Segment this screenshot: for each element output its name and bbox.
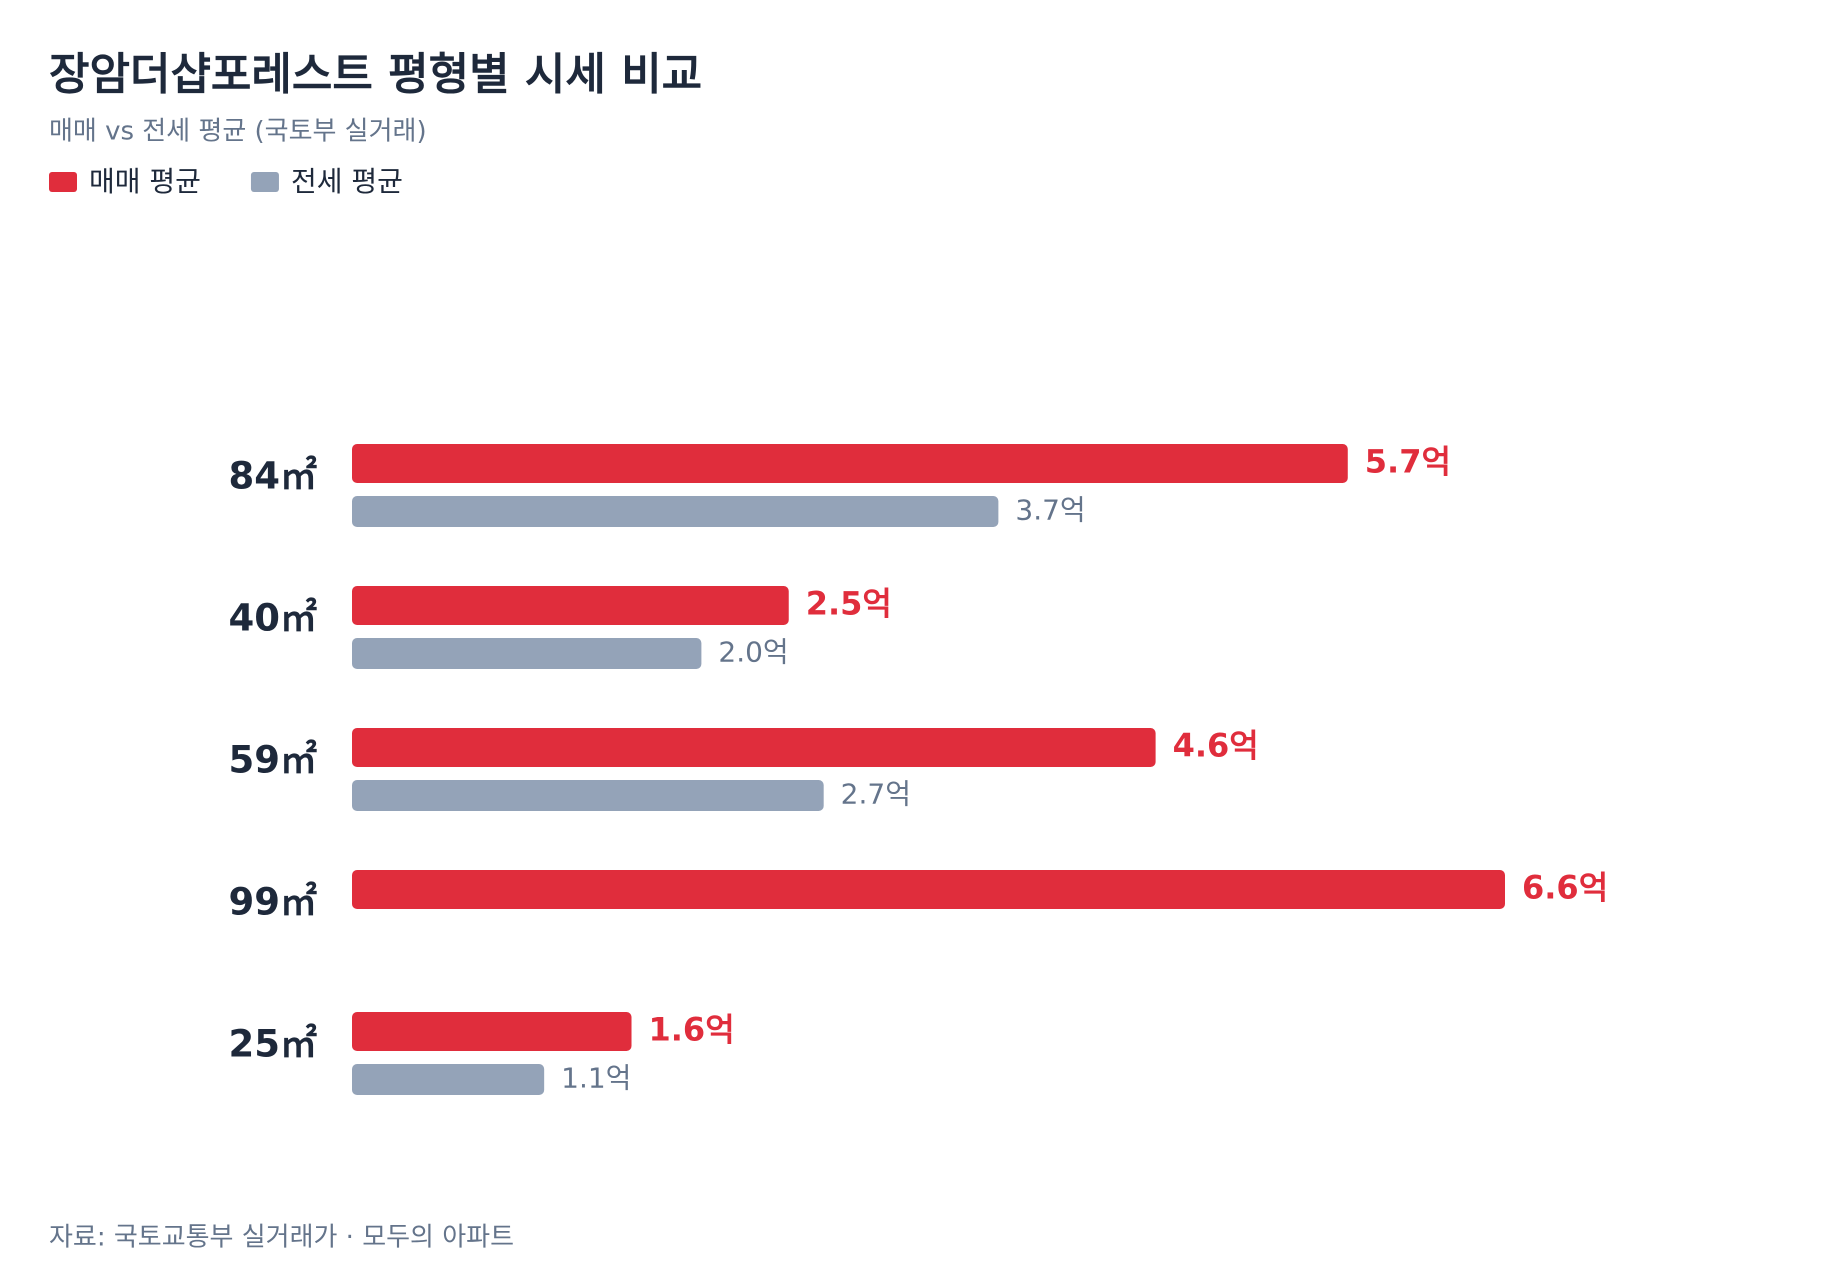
bar	[352, 496, 999, 527]
category-label: 99㎡	[229, 881, 318, 924]
bar	[352, 728, 1156, 767]
legend-label: 전세 평균	[291, 165, 403, 198]
bar	[352, 780, 824, 811]
bar	[352, 1012, 632, 1051]
category-label: 25㎡	[229, 1023, 318, 1066]
value-label: 1.6억	[649, 1011, 735, 1049]
value-label: 2.0억	[718, 636, 788, 669]
category-label: 40㎡	[229, 597, 318, 640]
category-label: 59㎡	[229, 739, 318, 782]
bar	[352, 444, 1348, 483]
value-label: 4.6억	[1173, 727, 1259, 765]
value-label: 3.7억	[1015, 494, 1085, 527]
legend-label: 매매 평균	[89, 165, 201, 198]
value-label: 5.7억	[1365, 443, 1451, 481]
bar	[352, 638, 702, 669]
bar	[352, 586, 789, 625]
category-label: 84㎡	[229, 455, 318, 498]
value-label: 1.1억	[561, 1062, 631, 1095]
value-label: 2.7억	[841, 778, 911, 811]
legend-swatch	[250, 172, 279, 192]
bar	[352, 1064, 545, 1095]
chart-subtitle: 매매 vs 전세 평균 (국토부 실거래)	[49, 117, 427, 147]
value-label: 6.6억	[1522, 869, 1608, 907]
legend-swatch	[49, 172, 77, 192]
chart-title: 장암더샵포레스트 평형별 시세 비교	[49, 49, 702, 100]
source-note: 자료: 국토교통부 실거래가 · 모두의 아파트	[49, 1223, 514, 1253]
value-label: 2.5억	[806, 585, 892, 623]
bar	[352, 870, 1505, 909]
